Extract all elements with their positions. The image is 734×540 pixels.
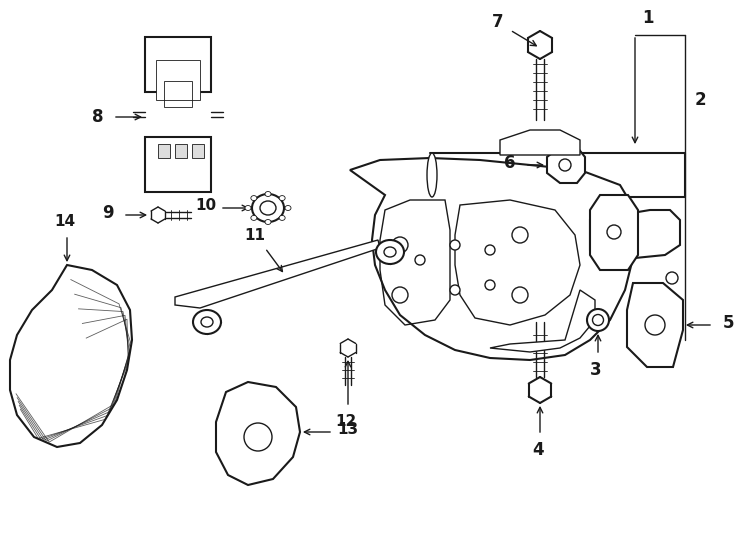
Text: 5: 5 [722,314,734,332]
Text: 9: 9 [102,204,114,222]
Ellipse shape [260,201,276,215]
Text: 14: 14 [54,214,76,230]
Ellipse shape [279,215,285,220]
Polygon shape [590,195,638,270]
Ellipse shape [384,247,396,257]
Polygon shape [10,265,132,447]
Text: 2: 2 [694,91,706,109]
Bar [156,60,200,100]
Ellipse shape [587,309,609,331]
Ellipse shape [245,206,251,211]
Ellipse shape [392,287,408,303]
Ellipse shape [512,287,528,303]
Ellipse shape [512,227,528,243]
Bar [164,81,192,107]
Ellipse shape [251,215,257,220]
Text: 4: 4 [532,441,544,459]
Ellipse shape [265,192,271,197]
Text: 1: 1 [642,9,654,27]
Text: 3: 3 [590,361,602,379]
Ellipse shape [592,314,603,326]
Polygon shape [175,240,380,308]
Ellipse shape [193,310,221,334]
Ellipse shape [450,240,460,250]
Ellipse shape [376,240,404,264]
Ellipse shape [485,245,495,255]
Ellipse shape [201,317,213,327]
Polygon shape [627,283,683,367]
Text: 8: 8 [92,108,103,126]
Ellipse shape [559,159,571,171]
Bar [158,144,170,158]
Ellipse shape [427,153,437,197]
Ellipse shape [607,225,621,239]
Text: 11: 11 [244,227,266,242]
Text: 12: 12 [335,415,357,429]
Ellipse shape [485,280,495,290]
Bar [145,37,211,92]
Polygon shape [500,130,580,155]
Ellipse shape [251,195,257,200]
Ellipse shape [450,285,460,295]
Text: 6: 6 [504,154,516,172]
Ellipse shape [666,272,678,284]
Bar [145,137,211,192]
Polygon shape [350,158,635,360]
Bar [192,144,204,158]
Ellipse shape [415,255,425,265]
Ellipse shape [285,206,291,211]
Ellipse shape [244,423,272,451]
Text: 10: 10 [195,199,217,213]
Text: 13: 13 [338,422,359,437]
Bar [175,144,187,158]
Ellipse shape [279,195,285,200]
Polygon shape [547,147,585,183]
Ellipse shape [265,219,271,225]
Text: 7: 7 [493,13,504,31]
Polygon shape [490,290,595,352]
Polygon shape [590,210,680,258]
Ellipse shape [252,194,284,222]
Ellipse shape [645,315,665,335]
Polygon shape [216,382,300,485]
Ellipse shape [392,237,408,253]
